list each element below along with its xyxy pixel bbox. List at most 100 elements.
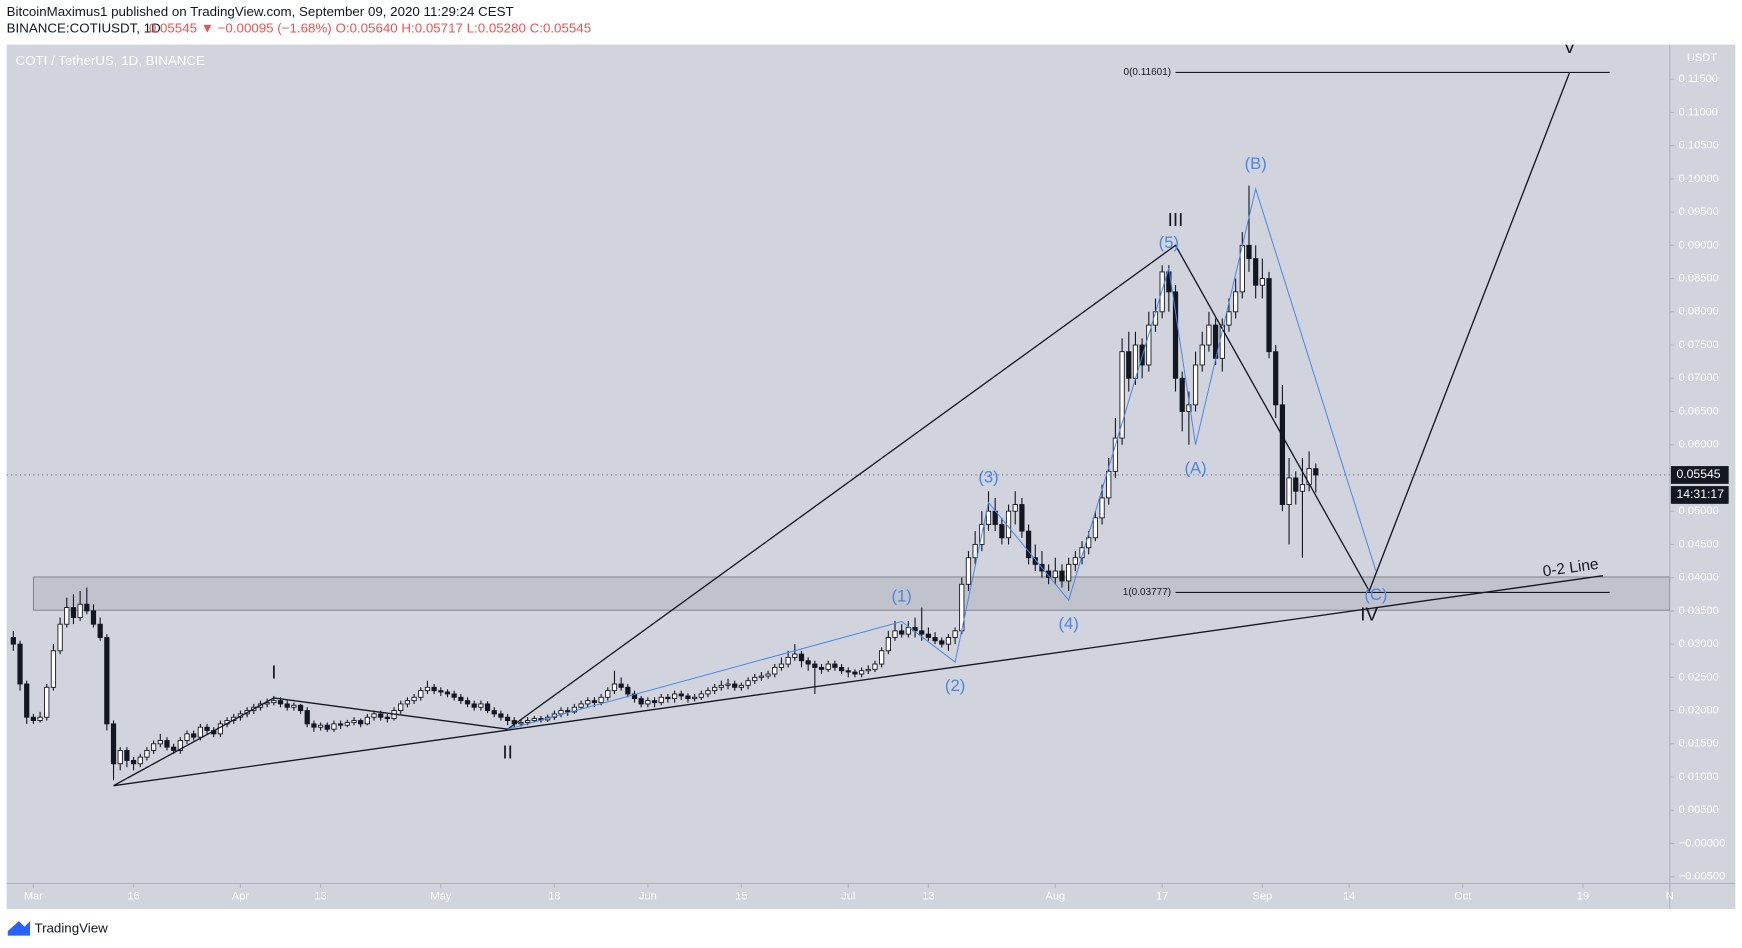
candle-body xyxy=(605,690,611,698)
candle-body xyxy=(451,693,457,698)
wave-label: (5) xyxy=(1159,233,1179,252)
logo-icon xyxy=(7,921,30,936)
candle-body xyxy=(70,607,77,618)
candle-body xyxy=(404,700,411,705)
chart-title: COTI / TetherUS, 1D, BINANCE xyxy=(16,53,205,68)
candle-body xyxy=(671,693,678,700)
candle-body xyxy=(431,686,437,692)
candle-body xyxy=(985,510,992,525)
candle-body xyxy=(464,700,471,705)
candle-body xyxy=(1259,278,1265,286)
candle-body xyxy=(945,637,952,645)
candle-body xyxy=(578,703,584,708)
candle-body xyxy=(458,696,464,702)
candle-body xyxy=(1146,324,1152,366)
candle-body xyxy=(899,630,905,635)
candle-body xyxy=(792,653,798,658)
candle-body xyxy=(825,663,831,670)
candle-body xyxy=(10,637,16,645)
candle-body xyxy=(498,713,504,718)
candle-body xyxy=(678,693,684,697)
candle-body xyxy=(351,720,357,723)
candle-body xyxy=(344,722,350,726)
candle-body xyxy=(999,524,1005,539)
candle-body xyxy=(1106,470,1112,499)
candle-body xyxy=(50,650,57,688)
y-tick-label: 0.10500 xyxy=(1679,140,1719,152)
x-tick-label: Mar xyxy=(24,891,43,903)
trend-line xyxy=(113,575,1604,787)
candle-body xyxy=(44,686,50,718)
candle-body xyxy=(1179,377,1185,412)
candle-body xyxy=(965,557,972,585)
candle-body xyxy=(1099,497,1105,519)
candle-body xyxy=(77,603,83,618)
wave-label: (1) xyxy=(891,586,911,605)
candle-body xyxy=(1012,504,1018,512)
candle-body xyxy=(1092,517,1098,539)
candle-body xyxy=(291,704,297,708)
candle-body xyxy=(130,759,137,765)
candle-body xyxy=(184,733,190,741)
candle-body xyxy=(164,740,170,748)
candle-body xyxy=(685,695,691,700)
wave-label: (B) xyxy=(1245,154,1267,173)
y-tick-label: 0.08500 xyxy=(1679,273,1719,285)
candle-body xyxy=(879,650,885,665)
candle-body xyxy=(772,666,778,675)
candle-body xyxy=(872,663,878,670)
candle-body xyxy=(625,686,631,695)
candle-body xyxy=(812,663,818,668)
x-tick-label: N xyxy=(1666,891,1674,903)
y-tick-label: 0.02000 xyxy=(1679,705,1719,717)
candle-body xyxy=(565,710,571,713)
candle-body xyxy=(732,683,738,688)
candle-body xyxy=(277,700,284,705)
y-tick-label: 0.09500 xyxy=(1679,206,1719,218)
candle-body xyxy=(1025,530,1032,559)
candle-body xyxy=(1246,244,1252,260)
candle-body xyxy=(1253,258,1259,286)
y-unit: USDT xyxy=(1687,52,1717,64)
candle-body xyxy=(1052,570,1058,579)
x-tick-label: Sep xyxy=(1252,891,1272,903)
x-tick-label: May xyxy=(430,891,451,903)
wave-label: III xyxy=(1168,210,1184,231)
wave-label: IV xyxy=(1360,604,1378,625)
candle-body xyxy=(558,710,564,715)
wave-label: I xyxy=(271,662,276,683)
candle-body xyxy=(398,703,404,712)
candle-body xyxy=(952,630,958,638)
candle-body xyxy=(758,675,765,678)
candle-body xyxy=(832,663,838,668)
candle-body xyxy=(1072,557,1078,565)
last-price: 0.05545 xyxy=(1676,467,1720,481)
candle-body xyxy=(1059,570,1065,582)
candle-body xyxy=(1172,291,1179,379)
wave-label: (4) xyxy=(1058,614,1078,633)
x-tick-label: Aug xyxy=(1045,891,1065,903)
y-tick-label: 0.05000 xyxy=(1679,505,1719,517)
candle-body xyxy=(124,750,130,761)
candle-body xyxy=(378,713,384,718)
candle-body xyxy=(518,722,524,725)
candle-body xyxy=(972,543,978,559)
y-tick-label: 0.10000 xyxy=(1679,173,1719,185)
y-tick-label: 0.03500 xyxy=(1679,605,1719,617)
candle-body xyxy=(1206,324,1212,346)
candle-body xyxy=(838,666,845,672)
candle-body xyxy=(718,684,724,688)
candle-body xyxy=(638,698,644,705)
candle-body xyxy=(491,710,497,715)
candle-body xyxy=(438,690,444,693)
candle-body xyxy=(1279,404,1286,505)
symbol: BINANCE:COTIUSDT, 1D xyxy=(7,21,161,36)
y-tick-label: 0.09000 xyxy=(1679,239,1719,251)
candle-body xyxy=(418,690,424,698)
candle-body xyxy=(738,684,744,688)
candle-body xyxy=(571,706,578,713)
wave-label: V xyxy=(1563,37,1576,58)
y-tick-label: 0.11500 xyxy=(1679,73,1718,85)
last-price-box xyxy=(1670,466,1729,484)
